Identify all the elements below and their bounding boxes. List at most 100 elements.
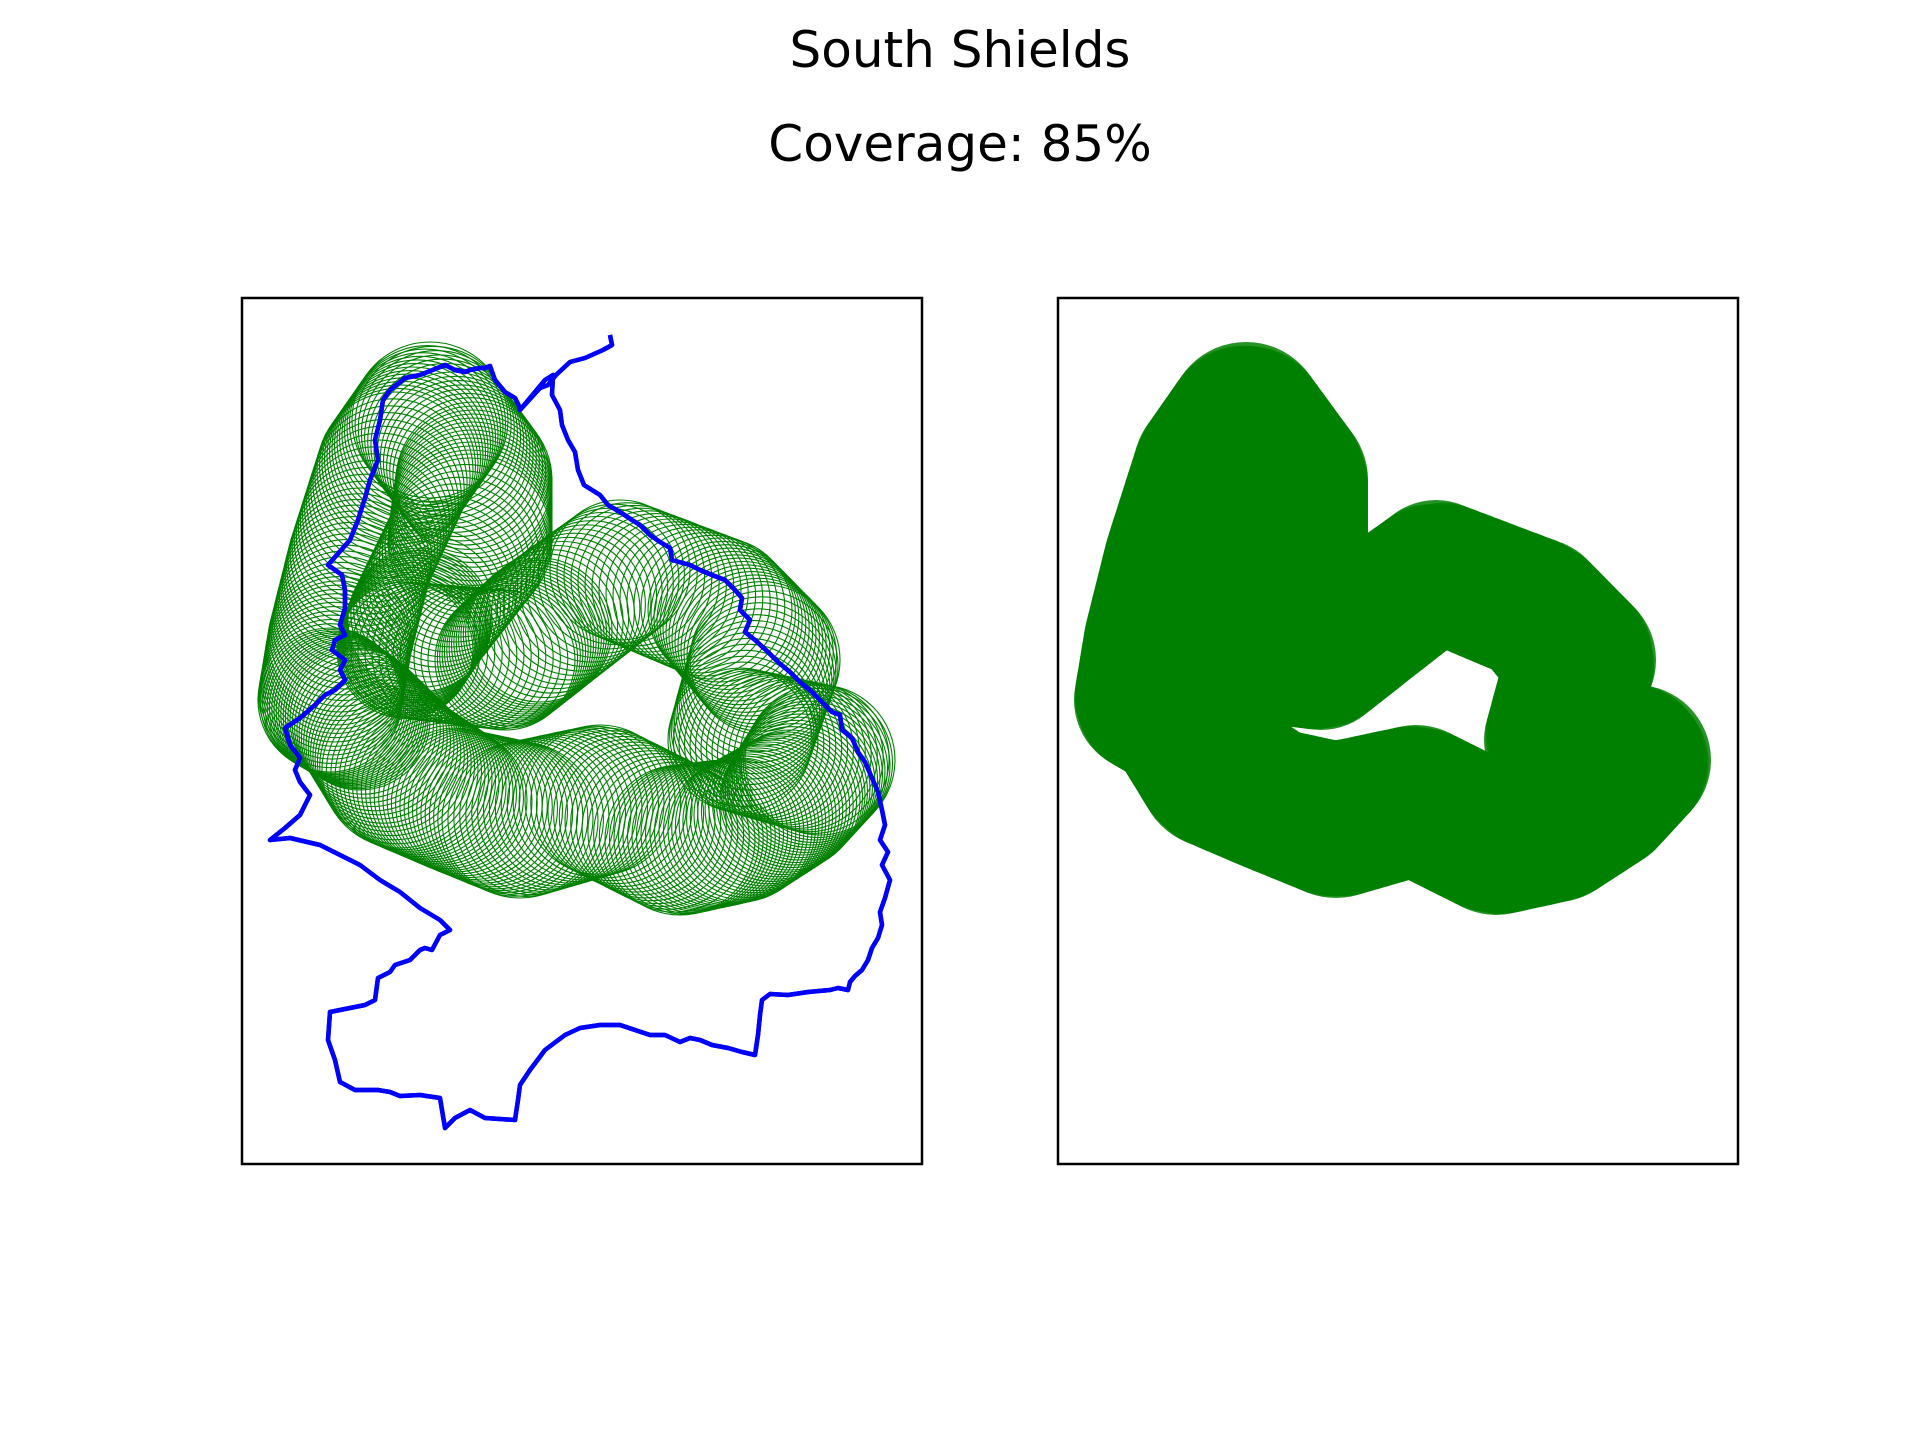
coverage-circle-outline	[726, 716, 871, 861]
coverage-circle-outline	[671, 564, 820, 713]
coverage-circle-outline	[392, 397, 550, 555]
coverage-circle-outline	[289, 649, 431, 791]
coverage-circle-outline	[737, 697, 886, 846]
coverage-circle-outline	[354, 345, 512, 503]
coverage-circle-outline	[587, 755, 739, 907]
coverage-circle-outline	[416, 735, 569, 888]
coverage-circle-outline	[622, 762, 772, 912]
coverage-circle-outline	[681, 614, 831, 764]
coverage-circle-filled	[1208, 397, 1365, 554]
coverage-circle-outline	[331, 370, 489, 528]
coverage-circle-outline	[287, 647, 429, 790]
coverage-circle-outline	[570, 747, 722, 899]
coverage-circle-outline	[650, 540, 796, 687]
coverage-circle-outline	[496, 536, 641, 681]
coverage-circle-outline	[316, 391, 474, 549]
coverage-circle-outline	[520, 520, 663, 663]
coverage-circle-outline	[656, 547, 803, 694]
coverage-circle-outline	[537, 507, 680, 650]
coverage-circle-outline	[479, 549, 624, 694]
coverage-circle-outline	[626, 761, 776, 911]
coverage-circle-outline	[678, 625, 827, 775]
coverage-circle-outline	[389, 392, 547, 550]
coverage-circle-outline	[264, 632, 409, 777]
coverage-circle-outline	[684, 602, 835, 753]
coverage-circle-outline	[395, 730, 543, 879]
coverage-circle-outline	[386, 388, 544, 546]
coverage-circle-outline	[336, 362, 494, 520]
coverage-circle-outline	[662, 554, 810, 702]
coverage-circle-outline	[364, 358, 522, 516]
coverage-circle-outline	[671, 755, 817, 901]
coverage-circle-outline	[294, 655, 438, 799]
coverage-circle-outline	[674, 753, 820, 898]
coverage-circle-outline	[668, 560, 817, 710]
coverage-circle-outline	[455, 568, 600, 713]
coverage-circle-outline	[659, 550, 807, 698]
coverage-circle-outline	[281, 510, 427, 656]
coverage-circle-outline	[312, 405, 468, 561]
coverage-circle-outline	[316, 685, 472, 841]
coverage-circle-outline	[300, 664, 448, 812]
coverage-circle-outline	[678, 751, 823, 896]
coverage-circle-outline	[399, 731, 548, 880]
coverage-circle-outline	[467, 557, 613, 703]
coverage-circle-outline	[508, 528, 652, 672]
coverage-circle-outline	[286, 493, 432, 639]
coverage-circle-outline	[547, 735, 699, 887]
coverage-circle-outline	[613, 763, 764, 914]
coverage-circle-outline	[502, 532, 646, 676]
coverage-subtitle: Coverage: 85%	[768, 115, 1152, 173]
coverage-circle-outline	[278, 641, 421, 785]
coverage-circle-outline	[612, 523, 757, 668]
map-title: South Shields	[789, 21, 1131, 79]
coverage-circle-outline	[653, 544, 800, 691]
coverage-circle-outline	[673, 643, 821, 791]
coverage-circle-outline	[446, 578, 589, 721]
coverage-circle-outline	[677, 571, 827, 721]
coverage-circles-outline	[257, 341, 896, 916]
coverage-circle-outline	[298, 661, 445, 808]
coverage-circle-outline	[471, 735, 627, 891]
coverage-circle-outline	[530, 727, 682, 879]
coverage-circle-outline	[598, 761, 750, 913]
coverage-circle-outline	[310, 412, 465, 567]
coverage-outline-panel	[240, 296, 924, 1166]
coverage-circle-outline	[360, 354, 518, 512]
coverage-circle-outline	[453, 571, 597, 715]
coverage-circle-outline	[473, 553, 619, 699]
coverage-circle-outline	[351, 341, 509, 499]
coverage-circle-outline	[373, 371, 531, 529]
coverage-circle-outline	[682, 749, 827, 894]
coverage-circle-outline	[357, 350, 515, 508]
coverage-circle-outline	[465, 559, 610, 705]
coverage-circle-outline	[693, 743, 837, 887]
coverage-circle-outline	[303, 667, 452, 816]
coverage-circle-outline	[674, 567, 824, 717]
coverage-circle-outline	[719, 729, 861, 871]
coverage-circle-outline	[373, 722, 521, 870]
coverage-circle-outline	[262, 630, 407, 776]
coverage-circle-outline	[382, 384, 540, 542]
coverage-circle-outline	[436, 587, 579, 729]
coverage-filled-panel	[267, 296, 1740, 1166]
coverage-circles-filled	[1074, 342, 1711, 915]
coverage-circle-outline	[328, 373, 487, 531]
coverage-circle-outline	[441, 582, 584, 725]
coverage-circle-outline	[593, 758, 745, 910]
coverage-circle-outline	[318, 387, 477, 545]
borough-boundary	[267, 334, 893, 1131]
coverage-circle-outline	[626, 529, 771, 674]
coverage-circle-outline	[314, 682, 469, 837]
coverage-circle-outline	[273, 638, 417, 782]
coverage-circle-outline	[564, 744, 716, 896]
coverage-circle-outline	[346, 348, 504, 506]
coverage-circle-outline	[379, 380, 537, 538]
coverage-circle-outline	[700, 739, 844, 882]
coverage-circle-outline	[733, 703, 881, 851]
coverage-circle-outline	[605, 521, 749, 665]
coverage-circle-outline	[558, 741, 710, 893]
coverage-circle-outline	[338, 359, 497, 517]
coverage-circle-outline	[724, 719, 869, 864]
